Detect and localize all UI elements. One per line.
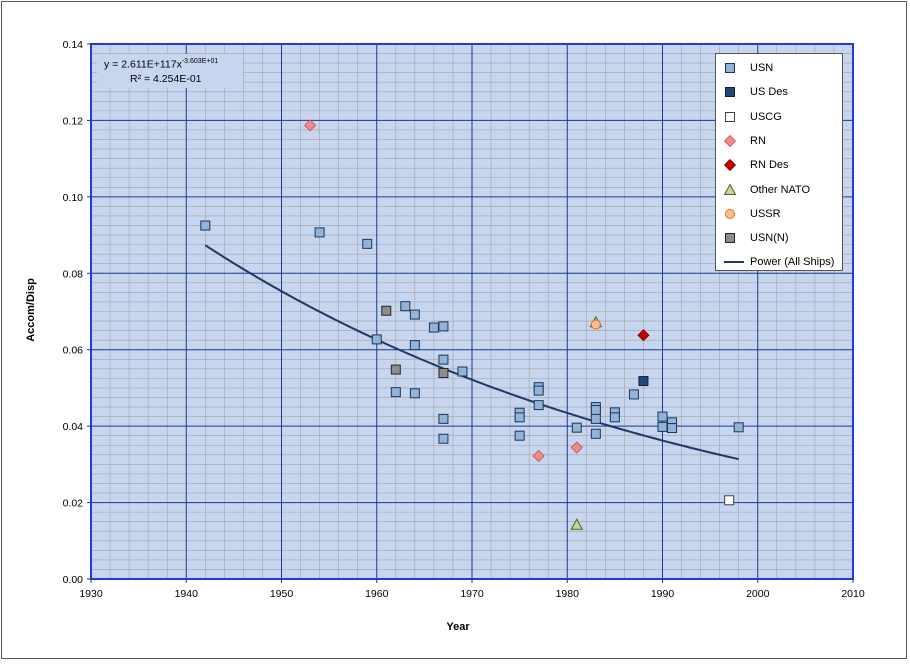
legend-item-usn-n: USN(N) — [724, 229, 789, 247]
y-tick-label: 0.02 — [63, 498, 84, 510]
legend-item-uscg: USCG — [724, 108, 782, 126]
legend-label: RN Des — [750, 159, 789, 172]
point-usn — [438, 321, 449, 332]
point-usn — [571, 422, 582, 433]
y-tick-label: 0.00 — [63, 574, 84, 586]
legend-symbol — [724, 134, 737, 147]
point-usn — [657, 421, 668, 432]
point-usn — [400, 301, 411, 312]
x-tick-label: 2000 — [746, 588, 770, 600]
point-usn — [609, 412, 620, 423]
point-usn-n — [390, 364, 401, 375]
legend-symbol — [725, 208, 735, 219]
point-usn — [514, 430, 525, 441]
legend-symbol — [724, 159, 737, 172]
legend-item-ussr: USSR — [724, 205, 781, 223]
point-usn — [200, 220, 211, 231]
y-tick-label: 0.14 — [63, 39, 84, 51]
legend-symbol — [725, 233, 735, 244]
point-us-des — [638, 376, 649, 387]
legend-label: RN — [750, 134, 766, 147]
legend: USN US Des USCG RN RN Des Other NATO USSR USN(N… — [715, 53, 843, 271]
point-usn — [514, 412, 525, 423]
legend-label: USN(N) — [750, 232, 789, 245]
y-tick-label: 0.10 — [63, 192, 84, 204]
point-usn — [428, 322, 439, 333]
trendline-power-all-ships — [204, 244, 739, 461]
point-usn — [590, 413, 601, 424]
x-tick-label: 1960 — [365, 588, 389, 600]
legend-symbol — [725, 87, 735, 98]
legend-label: Other NATO — [750, 183, 811, 196]
point-rn — [532, 449, 545, 463]
legend-label: Power (All Ships) — [750, 256, 835, 269]
point-usn — [590, 428, 601, 439]
point-usn — [657, 411, 668, 422]
y-tick-label: 0.04 — [63, 421, 84, 433]
point-usn — [409, 388, 420, 399]
point-ussr — [590, 319, 601, 330]
legend-label: USN — [750, 62, 774, 74]
legend-label: US Des — [750, 86, 788, 99]
x-tick-label: 1970 — [460, 588, 484, 600]
trendline-equation-box: y = 2.611E+117x-3.603E+01 R² = 4.254E-01 — [97, 54, 243, 88]
x-tick-label: 1980 — [556, 588, 580, 600]
legend-item-power-all-ships: Power (All Ships) — [724, 253, 834, 271]
point-rn — [304, 119, 317, 132]
point-usn — [590, 405, 601, 416]
legend-item-rn: RN — [724, 132, 766, 150]
x-axis-label: Year — [446, 621, 470, 633]
point-usn — [667, 423, 678, 434]
legend-item-other-nato: Other NATO — [724, 181, 810, 199]
legend-label: USSR — [750, 207, 781, 220]
point-usn-n — [438, 368, 449, 379]
point-usn — [533, 385, 544, 396]
point-usn — [362, 238, 373, 249]
point-usn — [390, 387, 401, 398]
point-usn — [733, 422, 744, 433]
point-uscg — [724, 495, 735, 506]
legend-symbol — [724, 182, 737, 195]
point-usn — [438, 413, 449, 424]
x-tick-label: 1990 — [651, 588, 675, 600]
point-usn — [438, 354, 449, 365]
r-squared-label: R² = 4.254E-01 — [130, 73, 202, 85]
legend-item-rn-des: RN Des — [724, 156, 789, 174]
x-tick-label: 2010 — [841, 588, 865, 600]
legend-label: USCG — [750, 110, 782, 123]
point-usn — [371, 334, 382, 345]
y-axis-label: Accom/Disp — [25, 278, 37, 342]
point-usn — [409, 309, 420, 320]
y-tick-label: 0.08 — [63, 268, 84, 280]
point-usn — [533, 400, 544, 411]
y-tick-label: 0.06 — [63, 345, 84, 357]
y-tick-label: 0.12 — [63, 115, 84, 127]
point-rn — [570, 441, 583, 454]
point-other-nato — [570, 518, 584, 530]
x-tick-label: 1930 — [79, 588, 103, 600]
x-tick-label: 1950 — [270, 588, 294, 600]
point-usn — [409, 340, 420, 351]
legend-symbol — [725, 111, 735, 122]
legend-symbol — [725, 63, 735, 73]
x-tick-label: 1940 — [175, 588, 199, 600]
point-usn — [457, 366, 468, 377]
point-rn-des — [637, 329, 650, 342]
point-usn-n — [381, 305, 392, 316]
point-usn — [628, 389, 639, 400]
point-usn — [314, 227, 325, 238]
equation-label: y = 2.611E+117x-3.603E+01 — [104, 58, 219, 71]
legend-item-usn: USN — [724, 59, 773, 77]
legend-item-us-des: US Des — [724, 83, 788, 101]
point-usn — [438, 433, 449, 444]
